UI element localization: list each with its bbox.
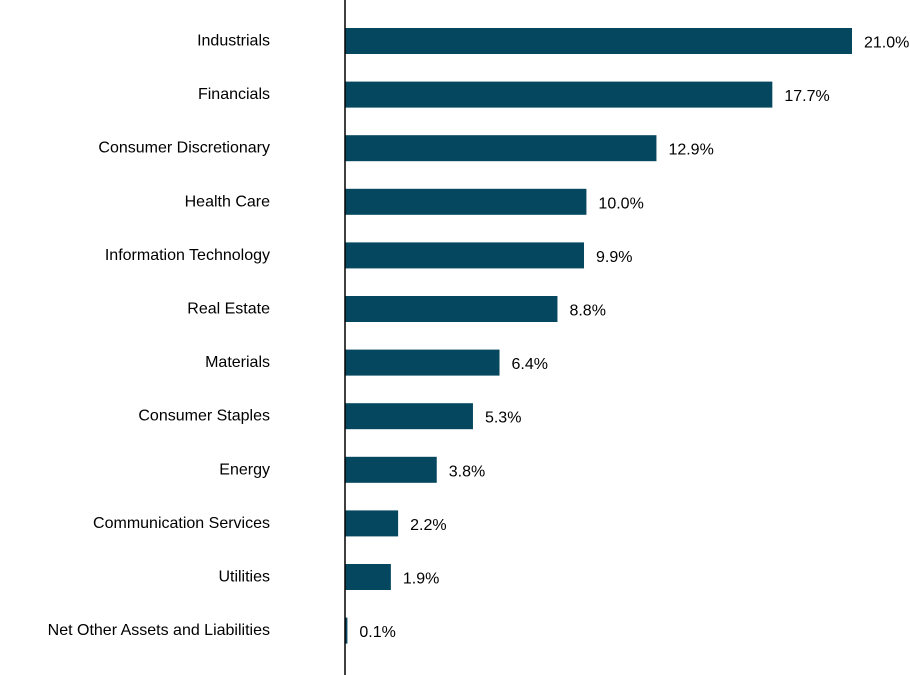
bar (345, 28, 852, 54)
category-labels-group: Industrials Financials Consumer Discretion… (48, 33, 270, 640)
bar (345, 403, 473, 430)
category-label: Consumer Staples (138, 408, 270, 425)
category-label: Materials (205, 354, 270, 371)
category-label: Industrials (197, 33, 270, 50)
category-label: Health Care (185, 193, 270, 210)
bar (345, 296, 558, 322)
bar (345, 242, 585, 269)
value-label: 2.2% (410, 517, 446, 534)
value-label: 21.0% (864, 35, 909, 52)
category-label: Information Technology (105, 247, 270, 264)
category-label: Real Estate (187, 301, 270, 318)
value-label: 12.9% (668, 142, 713, 159)
category-label: Energy (219, 461, 270, 478)
bar (345, 188, 587, 215)
bar (345, 564, 391, 590)
value-label: 5.3% (485, 410, 521, 427)
value-label: 6.4% (512, 356, 548, 373)
category-label: Net Other Assets and Liabilities (48, 622, 270, 639)
bar (345, 135, 657, 162)
bar (345, 617, 348, 644)
value-labels-group: 21.0% 17.7% 12.9% 10.0% 9.9% 8.8% 6.4% 5.3% 3.8%… (359, 35, 909, 642)
bar (345, 510, 399, 537)
value-label: 3.8% (449, 463, 485, 480)
value-label: 10.0% (598, 195, 643, 212)
value-label: 0.1% (359, 624, 395, 641)
bar (345, 456, 437, 483)
category-label: Consumer Discretionary (98, 140, 270, 157)
category-label: Financials (198, 86, 270, 103)
value-label: 17.7% (784, 88, 829, 105)
category-label: Utilities (218, 569, 270, 586)
value-label: 9.9% (596, 249, 632, 266)
bars-group (345, 28, 852, 644)
value-label: 1.9% (403, 571, 439, 588)
value-label: 8.8% (569, 303, 605, 320)
bar (345, 81, 773, 108)
category-label: Communication Services (93, 515, 270, 532)
bar (345, 349, 500, 376)
